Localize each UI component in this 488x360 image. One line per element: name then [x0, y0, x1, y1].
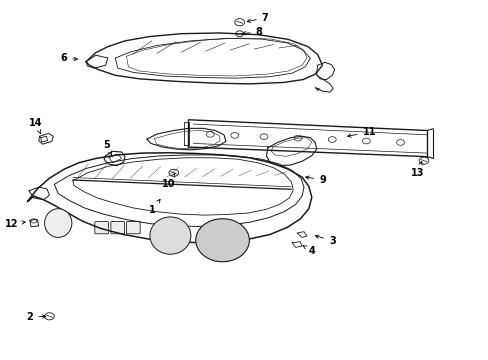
Text: 12: 12: [5, 219, 25, 229]
Text: 14: 14: [29, 118, 42, 134]
Text: 4: 4: [303, 246, 315, 256]
FancyBboxPatch shape: [95, 222, 108, 234]
Text: 1: 1: [148, 199, 160, 216]
Text: 6: 6: [61, 53, 77, 63]
Text: 11: 11: [347, 127, 375, 137]
Ellipse shape: [44, 209, 72, 237]
Text: 8: 8: [242, 27, 262, 37]
Ellipse shape: [150, 217, 190, 254]
Text: 3: 3: [315, 235, 335, 246]
Ellipse shape: [195, 219, 249, 262]
FancyBboxPatch shape: [111, 222, 124, 234]
FancyBboxPatch shape: [126, 222, 140, 234]
Text: 2: 2: [26, 312, 46, 322]
Text: 10: 10: [162, 173, 175, 189]
Text: 5: 5: [103, 140, 111, 155]
Text: 13: 13: [410, 162, 424, 178]
Text: 9: 9: [305, 175, 325, 185]
Text: 7: 7: [246, 13, 268, 23]
